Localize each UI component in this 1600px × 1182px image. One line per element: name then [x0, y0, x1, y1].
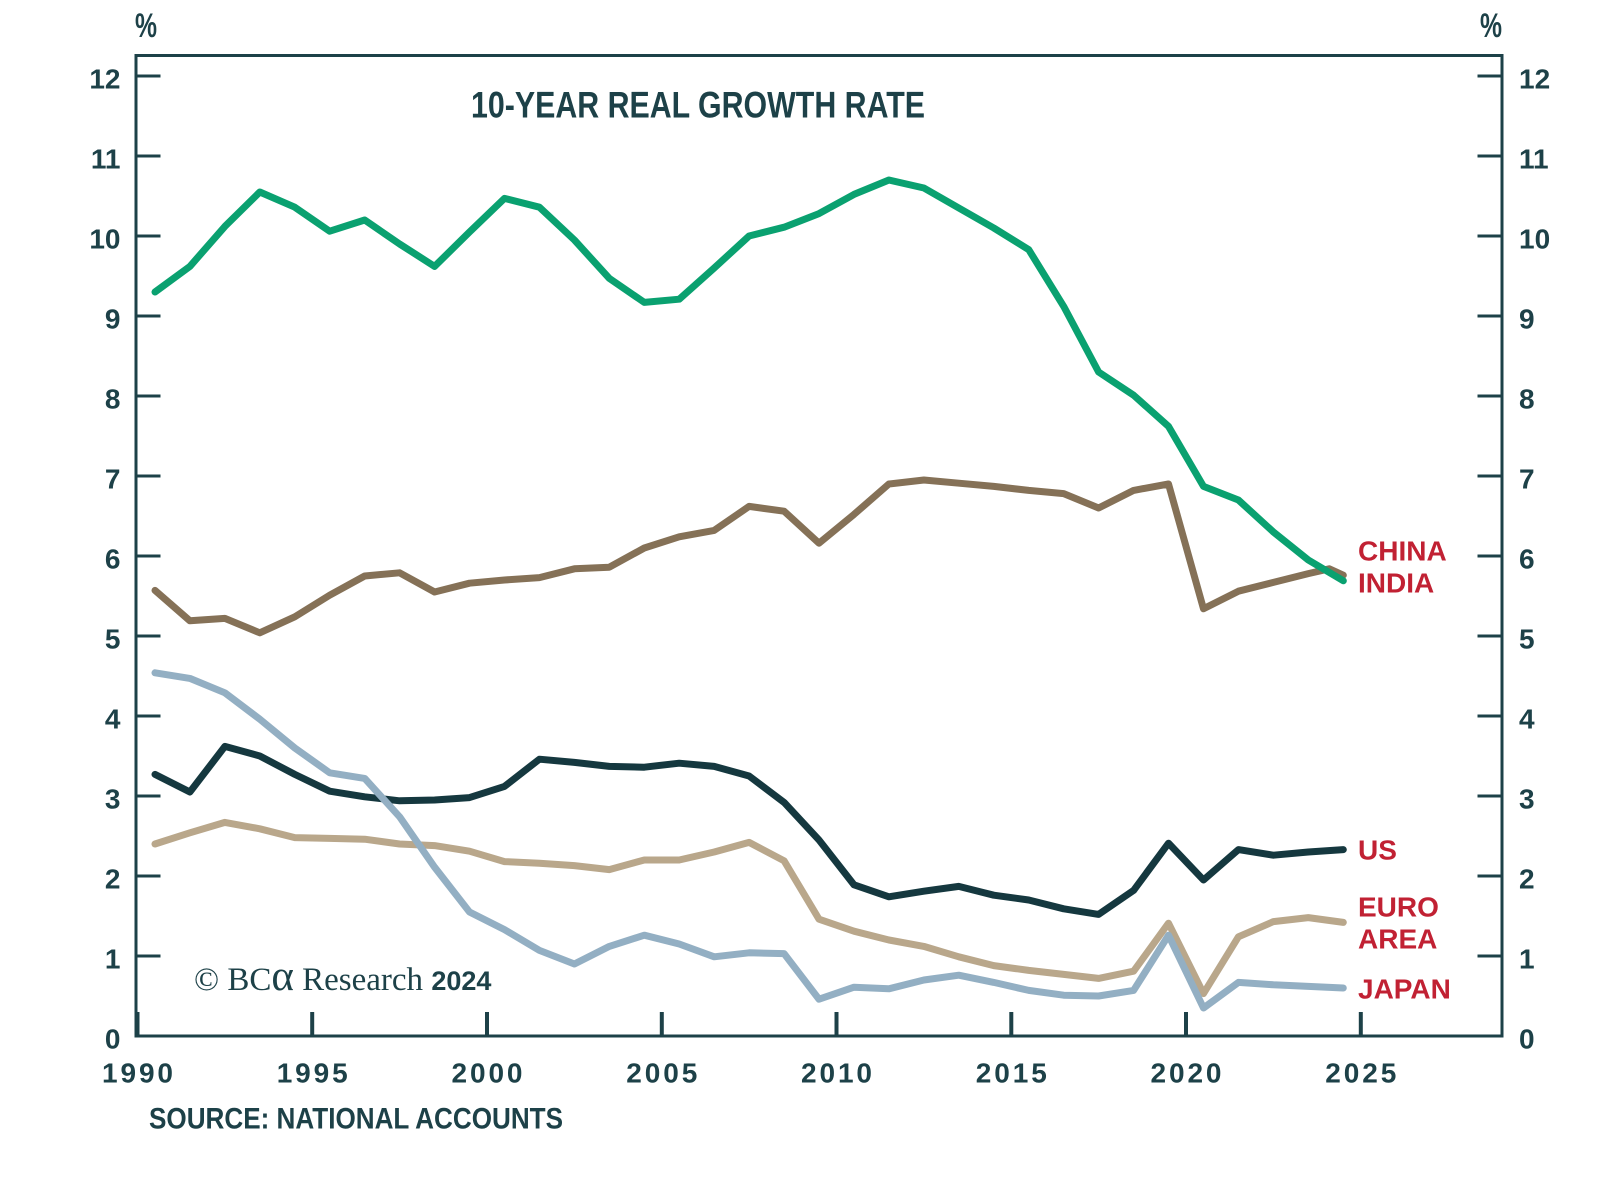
svg-text:1995: 1995: [277, 1058, 348, 1089]
svg-text:INDIA: INDIA: [1358, 568, 1434, 599]
svg-text:%: %: [135, 7, 157, 45]
svg-text:2005: 2005: [626, 1058, 697, 1089]
svg-text:4: 4: [1519, 704, 1535, 735]
svg-text:2015: 2015: [976, 1058, 1047, 1089]
svg-text:EURO: EURO: [1358, 892, 1439, 923]
svg-text:0: 0: [1519, 1024, 1535, 1055]
svg-text:2: 2: [105, 864, 121, 895]
svg-text:© BCα Research 2024: © BCα Research 2024: [194, 953, 491, 1000]
svg-text:10: 10: [89, 224, 120, 255]
svg-text:SOURCE: NATIONAL ACCOUNTS: SOURCE: NATIONAL ACCOUNTS: [149, 1103, 563, 1136]
svg-text:12: 12: [1519, 64, 1550, 95]
svg-text:1: 1: [1519, 944, 1535, 975]
svg-text:2000: 2000: [452, 1058, 523, 1089]
svg-text:10-YEAR REAL GROWTH RATE: 10-YEAR REAL GROWTH RATE: [471, 85, 925, 126]
svg-text:5: 5: [1519, 624, 1535, 655]
svg-text:1990: 1990: [102, 1058, 173, 1089]
svg-text:9: 9: [1519, 304, 1535, 335]
svg-text:2020: 2020: [1151, 1058, 1222, 1089]
svg-text:2010: 2010: [801, 1058, 872, 1089]
svg-text:3: 3: [1519, 784, 1535, 815]
svg-text:2025: 2025: [1325, 1058, 1396, 1089]
svg-text:0: 0: [105, 1024, 121, 1055]
svg-text:10: 10: [1519, 224, 1550, 255]
svg-text:2: 2: [1519, 864, 1535, 895]
svg-text:%: %: [1480, 7, 1502, 45]
svg-text:8: 8: [1519, 384, 1535, 415]
svg-text:3: 3: [105, 784, 121, 815]
svg-text:CHINA: CHINA: [1358, 536, 1447, 567]
svg-text:JAPAN: JAPAN: [1358, 974, 1451, 1005]
svg-text:6: 6: [105, 544, 121, 575]
svg-text:11: 11: [91, 144, 121, 175]
svg-text:4: 4: [105, 704, 121, 735]
svg-text:US: US: [1358, 835, 1397, 866]
svg-text:7: 7: [1519, 464, 1535, 495]
svg-text:5: 5: [105, 624, 121, 655]
svg-text:9: 9: [105, 304, 121, 335]
svg-text:11: 11: [1519, 144, 1549, 175]
svg-text:1: 1: [105, 944, 121, 975]
svg-text:12: 12: [89, 64, 120, 95]
svg-text:AREA: AREA: [1358, 924, 1437, 955]
svg-text:7: 7: [105, 464, 121, 495]
svg-text:8: 8: [105, 384, 121, 415]
svg-text:6: 6: [1519, 544, 1535, 575]
